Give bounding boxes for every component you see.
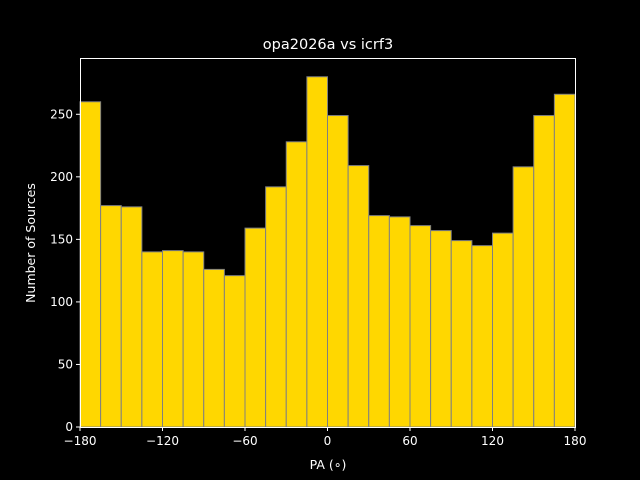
histogram-bar: [79, 101, 102, 428]
y-tick-label: 150: [50, 232, 73, 246]
histogram-bar: [120, 206, 143, 428]
histogram-bar: [347, 165, 370, 428]
x-tick-label: −60: [232, 434, 257, 448]
histogram-bar: [368, 215, 390, 428]
x-tick-label: 120: [481, 434, 504, 448]
histogram-bar: [409, 225, 432, 428]
histogram-bar: [492, 232, 514, 428]
histogram-bar: [388, 216, 411, 428]
histogram-bar: [450, 240, 473, 428]
histogram-bar: [553, 93, 576, 428]
chart-title: opa2026a vs icrf3: [263, 37, 393, 53]
histogram-bar: [182, 251, 205, 428]
y-tick-label: 0: [65, 420, 73, 434]
x-axis-label: PA (∘): [310, 457, 347, 472]
histogram-bar: [162, 250, 184, 428]
x-tick-label: 180: [564, 434, 587, 448]
histogram-bar: [533, 115, 555, 428]
x-tick-label: 60: [402, 434, 417, 448]
x-axis-ticks: −180 −120 −60 0 60 120 180: [64, 427, 587, 448]
y-tick-label: 200: [50, 170, 73, 184]
histogram-bar: [223, 275, 246, 428]
y-axis-label: Number of Sources: [23, 183, 38, 303]
y-tick-label: 100: [50, 295, 73, 309]
histogram-bar: [285, 141, 308, 428]
histogram-bar: [100, 205, 122, 428]
x-tick-label: −180: [64, 434, 97, 448]
bars-group: [79, 76, 576, 428]
histogram-bar: [265, 186, 287, 428]
x-tick-label: −120: [146, 434, 179, 448]
histogram-bar: [244, 227, 267, 428]
histogram-bar: [141, 251, 163, 428]
histogram-bar: [203, 268, 225, 428]
histogram-bar: [430, 230, 452, 428]
x-tick-label: 0: [324, 434, 332, 448]
histogram-bar: [327, 115, 349, 428]
y-tick-label: 50: [58, 357, 73, 371]
histogram-bar: [471, 245, 493, 428]
y-axis-ticks: 0 50 100 150 200 250: [50, 107, 80, 434]
y-tick-label: 250: [50, 107, 73, 121]
histogram-bar: [512, 166, 535, 428]
histogram-bar: [306, 76, 328, 428]
